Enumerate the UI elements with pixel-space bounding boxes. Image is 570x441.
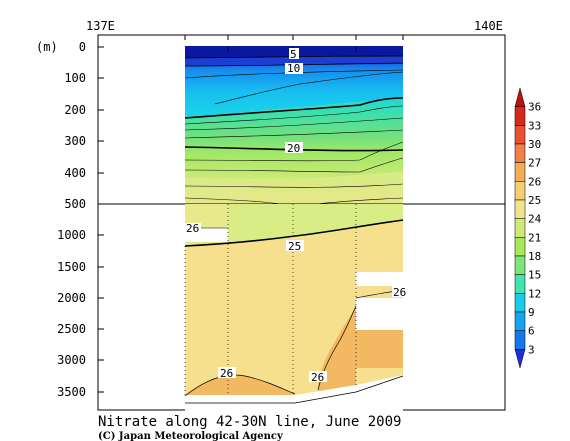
- colorbar-tick-label: 9: [528, 306, 535, 319]
- contour-label-20: 20: [287, 142, 300, 155]
- colorbar-segment: [514, 181, 526, 201]
- colorbar-segment: [514, 125, 526, 145]
- contour-label-5: 5: [290, 48, 297, 61]
- contour-label-25: 25: [288, 240, 301, 253]
- colorbar-segment: [514, 106, 526, 126]
- y-axis: (m) 0 100 200 300 400 500 1000 1500 2000…: [36, 40, 104, 399]
- lower-section-fill: [184, 204, 404, 441]
- y-tick: 500: [64, 197, 86, 211]
- contour-label-26-bottom-right: 26: [311, 371, 324, 384]
- contour-label-26-bottom-left: 26: [220, 367, 233, 380]
- top-x-axis: 137E 140E: [86, 19, 505, 40]
- y-tick: 200: [64, 103, 86, 117]
- colorbar-tick-label: 30: [528, 138, 541, 151]
- colorbar-segment: [514, 87, 526, 107]
- y-axis-unit: (m): [36, 40, 58, 54]
- y-tick: 0: [79, 40, 86, 54]
- y-tick: 2500: [57, 322, 86, 336]
- station-lines: [184, 204, 357, 395]
- colorbar-tick-label: 33: [528, 119, 541, 132]
- colorbar-tick-label: 21: [528, 231, 541, 244]
- y-tick: 400: [64, 166, 86, 180]
- colorbar-segment: [514, 293, 526, 313]
- colorbar-tick-label: 24: [528, 213, 542, 226]
- contour-label-26-right: 26: [393, 286, 406, 299]
- y-tick: 2000: [57, 291, 86, 305]
- y-tick: 3000: [57, 353, 86, 367]
- contour-label-10: 10: [287, 62, 300, 75]
- colorbar-tick-label: 18: [528, 250, 541, 263]
- colorbar-tick-label: 27: [528, 157, 541, 170]
- y-tick: 300: [64, 134, 86, 148]
- y-tick: 3500: [57, 385, 86, 399]
- colorbar-segment: [514, 199, 526, 219]
- contour-label-26-upper: 26: [186, 222, 199, 235]
- colorbar-segment: [514, 237, 526, 257]
- colorbar-tick-label: 3: [528, 343, 535, 356]
- colorbar-segment: [514, 274, 526, 294]
- colorbar-tick-label: 25: [528, 194, 541, 207]
- colorbar-tick-label: 6: [528, 325, 535, 338]
- colorbar-segment: [514, 311, 526, 331]
- colorbar-segment: [514, 330, 526, 350]
- colorbar-segment: [514, 218, 526, 238]
- contour-labels: 5 10 20 25 26 26 26 26: [185, 48, 408, 384]
- colorbar-tick-label: 15: [528, 269, 541, 282]
- chart-title: Nitrate along 42-30N line, June 2009: [98, 414, 401, 430]
- colorbar-tick-label: 26: [528, 175, 541, 188]
- colorbar-tick-label: 36: [528, 101, 541, 114]
- colorbar-segment: [514, 349, 526, 369]
- colorbar-segment: [514, 255, 526, 275]
- credit-text: (C) Japan Meteorological Agency: [98, 431, 284, 441]
- x-tick-140e: 140E: [474, 19, 503, 33]
- y-tick: 1000: [57, 228, 86, 242]
- y-tick: 100: [64, 71, 86, 85]
- colorbar-tick-label: 12: [528, 287, 541, 300]
- y-tick: 1500: [57, 260, 86, 274]
- x-tick-137e: 137E: [86, 19, 115, 33]
- colorbar-segment: [514, 143, 526, 163]
- colorbar-segment: [514, 162, 526, 182]
